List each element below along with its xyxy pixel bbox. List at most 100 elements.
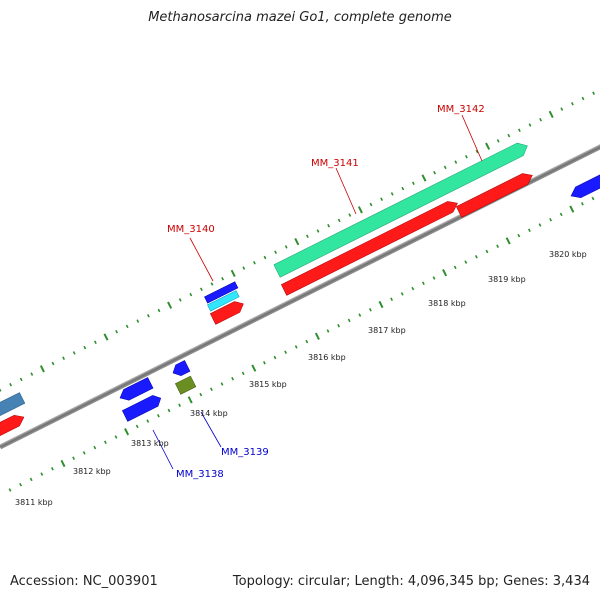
gene-label-mm3141[interactable]: MM_3141 bbox=[311, 158, 359, 169]
upper-row-tick bbox=[357, 206, 363, 214]
lower-row-tick bbox=[251, 364, 257, 372]
gene-block-mm3140-blue[interactable] bbox=[204, 281, 239, 304]
lower-row-tick bbox=[72, 456, 76, 460]
upper-row-tick bbox=[294, 237, 300, 246]
lower-row-tick bbox=[337, 323, 341, 328]
gene-arrow-mm3138-blue-lower[interactable] bbox=[121, 393, 163, 422]
lower-row-tick bbox=[474, 255, 478, 259]
mm3142-leader-line bbox=[461, 114, 483, 162]
gene-block-mm3140-cyan[interactable] bbox=[207, 290, 240, 312]
upper-row-tick bbox=[485, 142, 491, 150]
lower-row-tick bbox=[262, 361, 266, 365]
genome-backbone bbox=[0, 131, 600, 450]
upper-row-tick bbox=[189, 292, 193, 297]
kbp-label-3815: 3815 kbp bbox=[249, 380, 287, 389]
lower-row-tick bbox=[390, 297, 394, 301]
upper-row-tick bbox=[539, 117, 543, 122]
upper-row-tick bbox=[507, 133, 511, 138]
lower-row-tick bbox=[378, 300, 384, 309]
upper-row-tick bbox=[560, 107, 564, 111]
upper-row-tick bbox=[421, 174, 427, 182]
upper-row-tick bbox=[199, 287, 203, 292]
upper-row-tick bbox=[517, 128, 521, 133]
gene-arrow-red-left-edge[interactable] bbox=[0, 412, 27, 440]
upper-row-tick bbox=[9, 382, 13, 387]
lower-row-tick bbox=[114, 435, 118, 439]
upper-row-tick bbox=[433, 170, 437, 175]
lower-row-tick bbox=[368, 308, 372, 312]
lower-row-tick bbox=[559, 212, 563, 217]
upper-row-tick bbox=[305, 234, 309, 239]
gene-label-mm3138[interactable]: MM_3138 bbox=[176, 469, 224, 480]
upper-row-tick bbox=[62, 356, 66, 360]
upper-row-tick bbox=[496, 139, 500, 143]
upper-row-tick bbox=[263, 255, 267, 260]
upper-row-tick bbox=[337, 218, 341, 223]
upper-row-tick bbox=[369, 202, 373, 207]
lower-row-tick bbox=[294, 345, 298, 349]
upper-row-tick bbox=[443, 165, 447, 170]
lower-row-tick bbox=[146, 419, 150, 423]
lower-row-tick bbox=[421, 281, 425, 286]
lower-row-tick bbox=[156, 414, 160, 418]
kbp-label-3812: 3812 kbp bbox=[73, 467, 111, 476]
lower-row-tick bbox=[453, 265, 457, 270]
lower-row-tick bbox=[220, 382, 224, 386]
upper-row-tick bbox=[39, 365, 45, 373]
upper-row-tick bbox=[528, 123, 532, 127]
lower-row-tick bbox=[549, 217, 553, 222]
lower-row-tick bbox=[241, 371, 245, 376]
gene-label-mm3142[interactable]: MM_3142 bbox=[437, 104, 485, 115]
lower-row-tick bbox=[82, 451, 86, 455]
upper-tick-row bbox=[0, 91, 596, 392]
lower-row-tick bbox=[496, 244, 500, 248]
lower-row-tick bbox=[178, 403, 182, 407]
upper-row-tick bbox=[390, 192, 394, 196]
lower-row-tick bbox=[411, 286, 415, 291]
lower-row-tick bbox=[209, 387, 213, 392]
gene-arrow-blue-right-edge[interactable] bbox=[568, 167, 600, 201]
lower-row-tick bbox=[527, 228, 531, 233]
upper-row-tick bbox=[401, 186, 405, 191]
gene-label-mm3140[interactable]: MM_3140 bbox=[167, 224, 215, 235]
lower-row-tick bbox=[273, 355, 277, 360]
kbp-label-3816: 3816 kbp bbox=[308, 353, 346, 362]
map-title: Methanosarcina mazei Go1, complete genom… bbox=[148, 10, 452, 25]
lower-row-tick bbox=[19, 482, 23, 487]
upper-row-tick bbox=[30, 372, 34, 376]
mm3141-leader-line bbox=[335, 167, 357, 215]
mm3138-leader-line bbox=[152, 429, 174, 470]
gene-arrow-mm3139-blue[interactable] bbox=[170, 360, 191, 378]
gene-arrow-mm3141-red[interactable] bbox=[280, 198, 460, 296]
kbp-label-3813: 3813 kbp bbox=[131, 439, 169, 448]
lower-row-tick bbox=[199, 392, 203, 397]
gene-arrow-mm3141-teal[interactable] bbox=[273, 139, 531, 278]
lower-row-tick bbox=[167, 408, 171, 413]
lower-row-tick bbox=[569, 205, 575, 213]
upper-row-tick bbox=[380, 197, 384, 201]
upper-row-tick bbox=[157, 308, 161, 313]
lower-row-tick bbox=[432, 276, 436, 280]
upper-row-tick bbox=[284, 245, 288, 249]
lower-row-tick bbox=[464, 260, 468, 264]
gene-block-olive[interactable] bbox=[174, 375, 197, 395]
lower-row-tick bbox=[505, 237, 511, 245]
upper-row-tick bbox=[93, 340, 97, 345]
lower-row-tick bbox=[591, 196, 595, 201]
upper-row-tick bbox=[72, 351, 76, 355]
gene-arrow-mm3142-red[interactable] bbox=[455, 170, 535, 218]
lower-row-tick bbox=[314, 332, 320, 340]
lower-row-tick bbox=[580, 202, 584, 206]
topology-text: Topology: circular; Length: 4,096,345 bp… bbox=[232, 574, 590, 589]
gene-arrow-mm3138-blue-upper[interactable] bbox=[117, 377, 154, 403]
lower-row-tick bbox=[358, 313, 362, 317]
lower-row-tick bbox=[8, 488, 12, 492]
upper-row-tick bbox=[19, 377, 23, 382]
gene-label-mm3139[interactable]: MM_3139 bbox=[221, 447, 269, 458]
upper-row-tick bbox=[115, 329, 119, 334]
lower-row-tick bbox=[187, 396, 193, 404]
lower-row-tick bbox=[284, 350, 288, 354]
gene-block-steelblue-left-edge[interactable] bbox=[0, 392, 26, 420]
gene-arrow-mm3140-red[interactable] bbox=[209, 298, 246, 325]
